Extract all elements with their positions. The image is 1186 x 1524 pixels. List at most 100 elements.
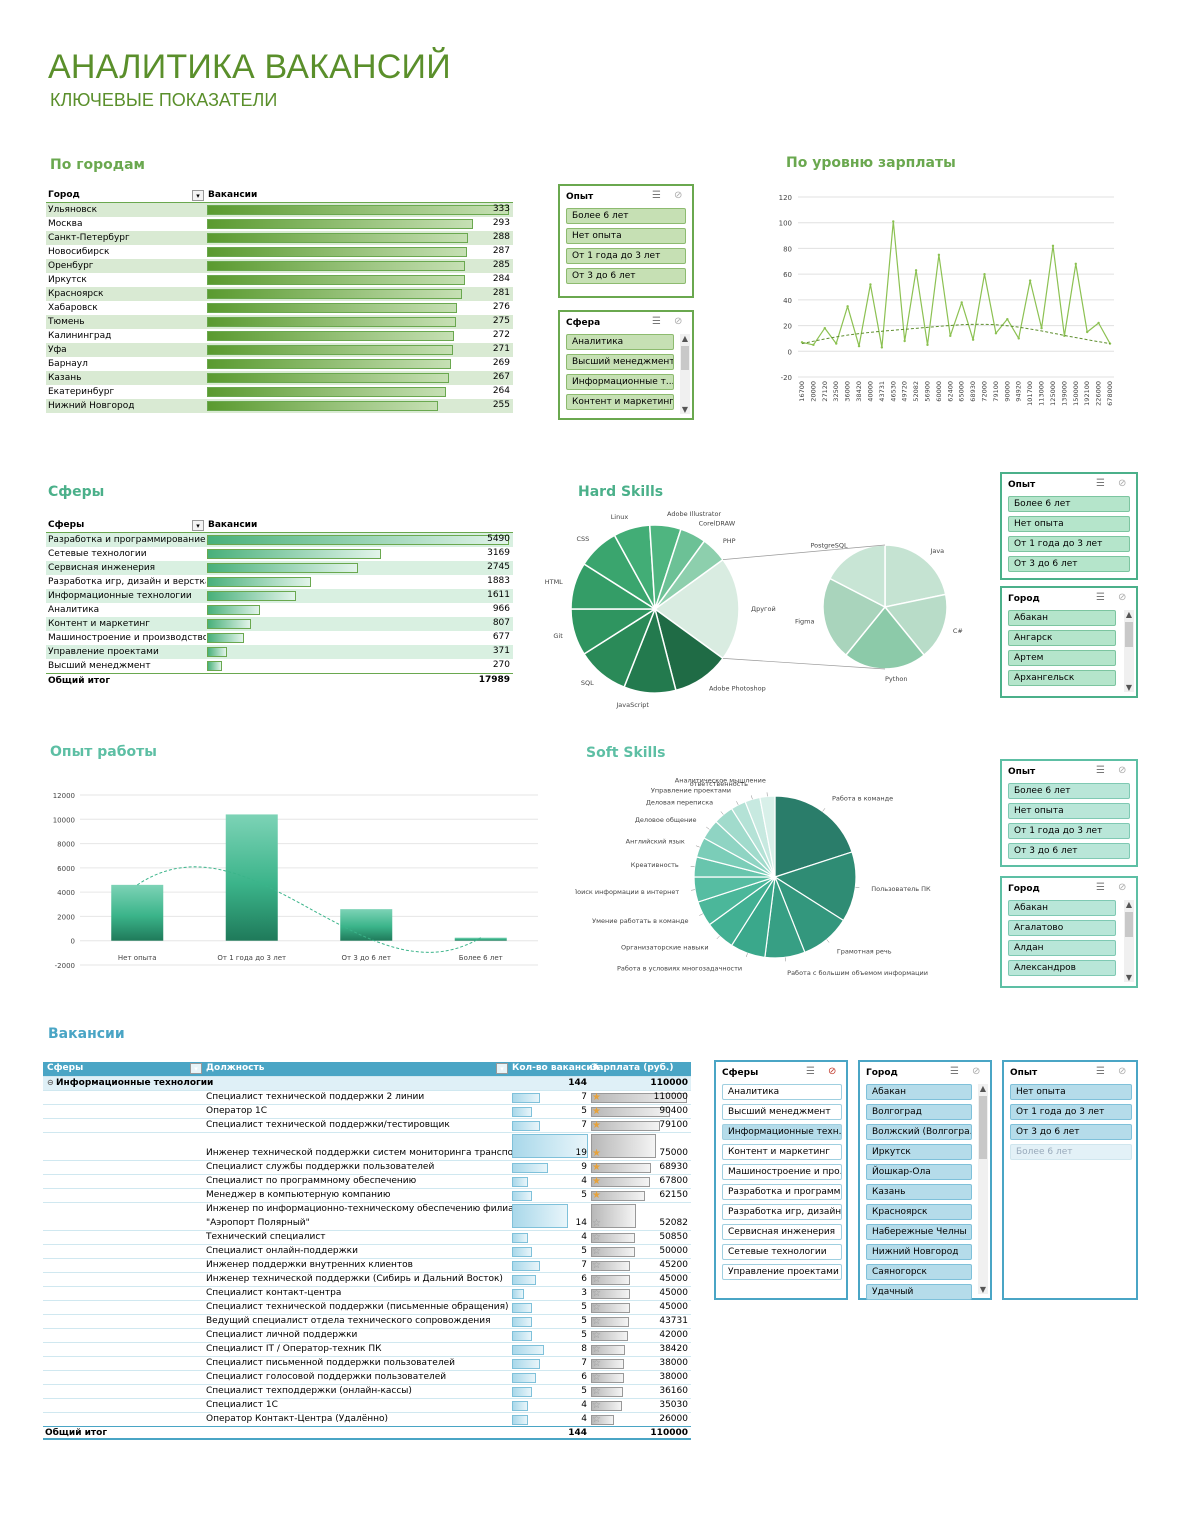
slicer-item[interactable]: Красноярск — [866, 1204, 972, 1220]
slicer-item[interactable]: Ангарск — [1008, 630, 1116, 646]
slicer-item[interactable]: Иркутск — [866, 1144, 972, 1160]
slicer-opyt4[interactable]: Опыт ☰ ⊘ Нет опыта От 1 года до 3 лет От 3 до… — [1002, 1060, 1138, 1300]
multiselect-icon[interactable]: ☰ — [1096, 882, 1105, 893]
slicer-item[interactable]: Набережные Челны — [866, 1224, 972, 1240]
multiselect-icon[interactable]: ☰ — [1096, 592, 1105, 603]
scroll-thumb[interactable] — [1125, 912, 1133, 937]
slicer-scrollbar[interactable]: ▲ ▼ — [680, 334, 690, 414]
slicer-item[interactable]: От 1 года до 3 лет — [1008, 823, 1130, 839]
scroll-down-icon[interactable]: ▼ — [1125, 973, 1133, 982]
clear-filter-icon[interactable]: ⊘ — [828, 1066, 837, 1077]
slicer-item[interactable]: Удачный — [866, 1284, 972, 1300]
table-row[interactable]: Специалист IT / Оператор-техник ПК 8 ☆ 3842… — [43, 1342, 691, 1356]
slicer-item[interactable]: Контент и маркетинг — [566, 394, 674, 410]
slicer-item[interactable]: Артем — [1008, 650, 1116, 666]
slicer-item[interactable]: Более 6 лет — [1008, 496, 1130, 512]
slicer-item[interactable]: Александров — [1008, 960, 1116, 976]
scroll-up-icon[interactable]: ▲ — [979, 1084, 987, 1093]
filter-icon[interactable]: ▾ — [496, 1063, 508, 1074]
slicer-item[interactable]: Более 6 лет — [566, 208, 686, 224]
slicer-item[interactable]: Казань — [866, 1184, 972, 1200]
slicer-item[interactable]: Нет опыта — [1010, 1084, 1132, 1100]
slicer-item[interactable]: Сетевые технологии — [722, 1244, 842, 1260]
collapse-icon[interactable]: ⊖ — [47, 1078, 54, 1087]
slicer-gorod4[interactable]: Город ☰ ⊘ Абакан Волгоград Волжский (Волгогра… — [858, 1060, 992, 1300]
scroll-thumb[interactable] — [979, 1096, 987, 1159]
scroll-down-icon[interactable]: ▼ — [979, 1285, 987, 1294]
slicer-opyt2[interactable]: Опыт ☰ ⊘ Более 6 лет Нет опыта От 1 года до 3… — [1000, 472, 1138, 580]
table-row[interactable]: Специалист по программному обеспечению 4 ★… — [43, 1174, 691, 1188]
table-row[interactable]: Специалист техподдержки (онлайн-кассы) 5 ☆… — [43, 1384, 691, 1398]
scroll-down-icon[interactable]: ▼ — [681, 405, 689, 414]
slicer-item[interactable]: Нет опыта — [1008, 803, 1130, 819]
scroll-up-icon[interactable]: ▲ — [1125, 900, 1133, 909]
multiselect-icon[interactable]: ☰ — [1096, 478, 1105, 489]
slicer-gorod3[interactable]: Город ☰ ⊘ Абакан Агалатово Алдан Александров ▲ ▼ — [1000, 876, 1138, 988]
scroll-down-icon[interactable]: ▼ — [1125, 683, 1133, 692]
slicer-scrollbar[interactable]: ▲ ▼ — [1124, 900, 1134, 982]
table-row[interactable]: Специалист 1С 4 ☆ 35030 — [43, 1398, 691, 1412]
clear-filter-icon[interactable]: ⊘ — [674, 190, 683, 201]
multiselect-icon[interactable]: ☰ — [652, 316, 661, 327]
slicer-item[interactable]: Нет опыта — [566, 228, 686, 244]
multiselect-icon[interactable]: ☰ — [806, 1066, 815, 1077]
clear-filter-icon[interactable]: ⊘ — [1118, 478, 1127, 489]
slicer-opyt3[interactable]: Опыт ☰ ⊘ Более 6 лет Нет опыта От 1 года до 3… — [1000, 759, 1138, 867]
slicer-item[interactable]: Йошкар-Ола — [866, 1164, 972, 1180]
slicer-item[interactable]: Машиностроение и про... — [722, 1164, 842, 1180]
slicer-scrollbar[interactable]: ▲ ▼ — [978, 1084, 988, 1294]
slicer-item[interactable]: Высший менеджмент — [566, 354, 674, 370]
filter-icon[interactable]: ▾ — [190, 1063, 202, 1074]
table-row[interactable]: Специалист личной поддержки 5 ☆ 42000 — [43, 1328, 691, 1342]
table-row[interactable]: Инженер поддержки внутренних клиентов 7 ☆ 4… — [43, 1258, 691, 1272]
table-row[interactable]: Оператор 1С 5 ★ 90400 — [43, 1104, 691, 1118]
slicer-item[interactable]: От 1 года до 3 лет — [566, 248, 686, 264]
group-row[interactable]: ⊖ Информационные технологии 144 110000 — [43, 1076, 691, 1090]
table-row[interactable]: Оператор Контакт-Центра (Удалённо) 4 ☆ 2600… — [43, 1412, 691, 1426]
scroll-up-icon[interactable]: ▲ — [681, 334, 689, 343]
slicer-item[interactable]: Более 6 лет — [1010, 1144, 1132, 1160]
slicer-item[interactable]: Информационные т... — [566, 374, 674, 390]
filter-icon[interactable]: ▾ — [192, 190, 204, 201]
scroll-thumb[interactable] — [1125, 622, 1133, 647]
table-row[interactable]: Специалист технической поддержки 2 линии… — [43, 1090, 691, 1104]
clear-filter-icon[interactable]: ⊘ — [1118, 765, 1127, 776]
filter-icon[interactable]: ▾ — [192, 520, 204, 531]
multiselect-icon[interactable]: ☰ — [1096, 1066, 1105, 1077]
clear-filter-icon[interactable]: ⊘ — [972, 1066, 981, 1077]
slicer-item[interactable]: От 3 до 6 лет — [1008, 843, 1130, 859]
slicer-item[interactable]: Разработка и программ... — [722, 1184, 842, 1200]
slicer-scrollbar[interactable]: ▲ ▼ — [1124, 610, 1134, 692]
slicer-item[interactable]: Аналитика — [722, 1084, 842, 1100]
table-row[interactable]: Менеджер в компьютерную компанию 5 ★ 62150 — [43, 1188, 691, 1202]
clear-filter-icon[interactable]: ⊘ — [1118, 882, 1127, 893]
slicer-item[interactable]: Волгоград — [866, 1104, 972, 1120]
slicer-item[interactable]: Агалатово — [1008, 920, 1116, 936]
slicer-item[interactable]: От 1 года до 3 лет — [1010, 1104, 1132, 1120]
slicer-item[interactable]: Управление проектами — [722, 1264, 842, 1280]
slicer-item[interactable]: Абакан — [1008, 610, 1116, 626]
table-row[interactable]: Специалист онлайн-поддержки 5 ☆ 50000 — [43, 1244, 691, 1258]
multiselect-icon[interactable]: ☰ — [950, 1066, 959, 1077]
table-row[interactable]: Специалист письменной поддержки пользова… — [43, 1356, 691, 1370]
slicer-item[interactable]: Разработка игр, дизайн ... — [722, 1204, 842, 1220]
slicer-item[interactable]: Абакан — [866, 1084, 972, 1100]
table-row[interactable]: Инженер по информационно-техническому об… — [43, 1202, 691, 1230]
slicer-item[interactable]: Абакан — [1008, 900, 1116, 916]
multiselect-icon[interactable]: ☰ — [1096, 765, 1105, 776]
table-row[interactable]: Инженер технической поддержки (Сибирь и … — [43, 1272, 691, 1286]
slicer-item[interactable]: От 3 до 6 лет — [1010, 1124, 1132, 1140]
clear-filter-icon[interactable]: ⊘ — [1118, 592, 1127, 603]
slicer-opyt1[interactable]: Опыт ☰ ⊘ Более 6 лет Нет опыта От 1 года до 3… — [558, 184, 694, 298]
slicer-item[interactable]: Алдан — [1008, 940, 1116, 956]
table-row[interactable]: Технический специалист 4 ☆ 50850 — [43, 1230, 691, 1244]
table-row[interactable]: Специалист голосовой поддержки пользоват… — [43, 1370, 691, 1384]
table-row[interactable]: Специалист технической поддержки/тестиро… — [43, 1118, 691, 1132]
scroll-up-icon[interactable]: ▲ — [1125, 610, 1133, 619]
slicer-item[interactable]: Высший менеджмент — [722, 1104, 842, 1120]
slicer-item[interactable]: Архангельск — [1008, 670, 1116, 686]
table-row[interactable]: Специалист контакт-центра 3 ☆ 45000 — [43, 1286, 691, 1300]
multiselect-icon[interactable]: ☰ — [652, 190, 661, 201]
slicer-item[interactable]: Аналитика — [566, 334, 674, 350]
slicer-item[interactable]: Более 6 лет — [1008, 783, 1130, 799]
